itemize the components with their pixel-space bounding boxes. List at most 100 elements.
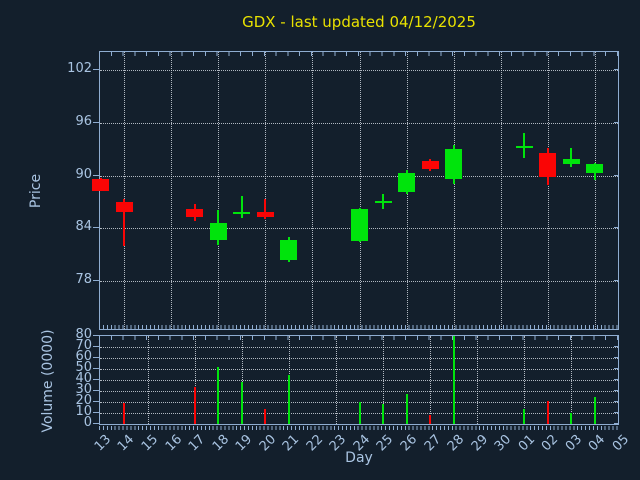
price-tick-mark-right	[614, 69, 618, 71]
volume-tick-label: 50	[75, 360, 92, 375]
volume-bar	[593, 396, 596, 424]
volume-vgridline	[430, 336, 432, 424]
candle-wick	[570, 148, 573, 167]
volume-tick-mark-right	[614, 390, 618, 391]
price-vgridline	[171, 52, 173, 329]
volume-tick-label: 20	[75, 393, 92, 408]
volume-panel-top-ticks	[99, 336, 619, 340]
volume-bar	[358, 402, 361, 424]
price-gridline	[100, 123, 618, 124]
price-tick-mark-right	[614, 174, 618, 176]
volume-vgridline	[477, 336, 479, 424]
volume-tick-mark	[93, 368, 99, 369]
x-axis-label: Day	[345, 450, 373, 466]
price-tick-mark	[93, 279, 99, 281]
price-axis-label: Price	[28, 173, 44, 209]
volume-tick-label: 70	[75, 338, 92, 353]
price-vgridline	[500, 52, 502, 329]
volume-tick-label: 10	[75, 404, 92, 419]
candle-body	[209, 222, 227, 241]
price-panel-top-ticks	[99, 52, 619, 56]
volume-tick-mark-right	[614, 335, 618, 336]
volume-tick-mark	[93, 423, 99, 424]
volume-tick-mark-right	[614, 379, 618, 380]
candle-body	[421, 160, 439, 170]
price-vgridline	[265, 52, 267, 329]
price-tick-mark-right	[614, 122, 618, 123]
candle-body	[233, 212, 251, 215]
volume-tick-mark-right	[614, 412, 618, 413]
price-gridline	[100, 175, 618, 177]
volume-tick-mark-right	[614, 401, 618, 402]
candle-body	[398, 172, 416, 193]
price-tick-label: 102	[67, 61, 92, 77]
volume-bar	[405, 394, 408, 424]
price-vgridline	[594, 52, 596, 329]
volume-gridline	[100, 358, 618, 359]
volume-bar	[240, 382, 243, 424]
volume-bar	[523, 408, 526, 424]
volume-tick-label: 0	[83, 415, 92, 430]
candle-body	[539, 152, 557, 178]
volume-gridline	[100, 380, 618, 381]
price-vgridline	[218, 52, 220, 329]
candle-body	[351, 208, 368, 242]
price-vgridline	[312, 52, 314, 329]
candle-body	[562, 158, 580, 165]
volume-bar	[193, 386, 196, 424]
volume-vgridline	[524, 336, 526, 424]
volume-bar	[546, 400, 549, 424]
price-tick-mark	[93, 227, 99, 229]
volume-axis-label: Volume (0000)	[40, 329, 56, 433]
candle-body	[256, 211, 274, 217]
volume-tick-mark	[93, 357, 99, 358]
volume-bar	[287, 374, 290, 424]
price-vgridline	[453, 52, 455, 329]
volume-tick-mark	[93, 379, 99, 380]
volume-bar	[123, 403, 126, 424]
price-tick-mark-right	[614, 279, 618, 281]
volume-tick-mark-right	[614, 423, 618, 424]
volume-bar	[264, 408, 267, 424]
candle-body	[374, 201, 392, 204]
volume-tick-mark	[93, 346, 99, 347]
candle-wick	[123, 199, 126, 246]
price-panel-bottom-ticks	[99, 325, 619, 329]
price-vgridline	[359, 52, 361, 329]
volume-bar	[429, 415, 432, 424]
volume-gridline	[100, 347, 618, 348]
volume-tick-mark-right	[614, 357, 618, 358]
volume-tick-mark	[93, 390, 99, 391]
volume-tick-mark-right	[614, 368, 618, 369]
candle-body	[515, 145, 533, 148]
volume-vgridline	[147, 336, 149, 424]
price-gridline	[100, 280, 618, 282]
price-gridline	[100, 70, 618, 72]
price-tick-mark	[93, 69, 99, 71]
volume-vgridline	[194, 336, 196, 424]
volume-bar	[570, 413, 573, 424]
candle-wick	[240, 195, 243, 218]
candle-body	[186, 208, 204, 217]
volume-gridline	[100, 391, 618, 392]
volume-tick-label: 80	[75, 327, 92, 342]
volume-panel-bottom-ticks	[99, 426, 619, 430]
volume-bar	[217, 366, 220, 424]
volume-bar	[452, 336, 455, 424]
volume-vgridline	[335, 336, 337, 424]
volume-tick-mark-right	[614, 346, 618, 347]
volume-tick-mark	[93, 401, 99, 402]
price-panel	[92, 51, 619, 330]
price-tick-label: 78	[75, 271, 92, 287]
candle-body	[92, 179, 109, 192]
candle-wick	[264, 199, 267, 219]
candle-body	[586, 164, 604, 173]
price-tick-mark-right	[614, 227, 618, 229]
volume-gridline	[100, 369, 618, 370]
chart-title: GDX - last updated 04/12/2025	[242, 13, 476, 31]
volume-vgridline	[241, 336, 243, 424]
volume-bar	[382, 404, 385, 424]
candle-wick	[523, 132, 526, 159]
price-tick-mark	[93, 122, 99, 123]
